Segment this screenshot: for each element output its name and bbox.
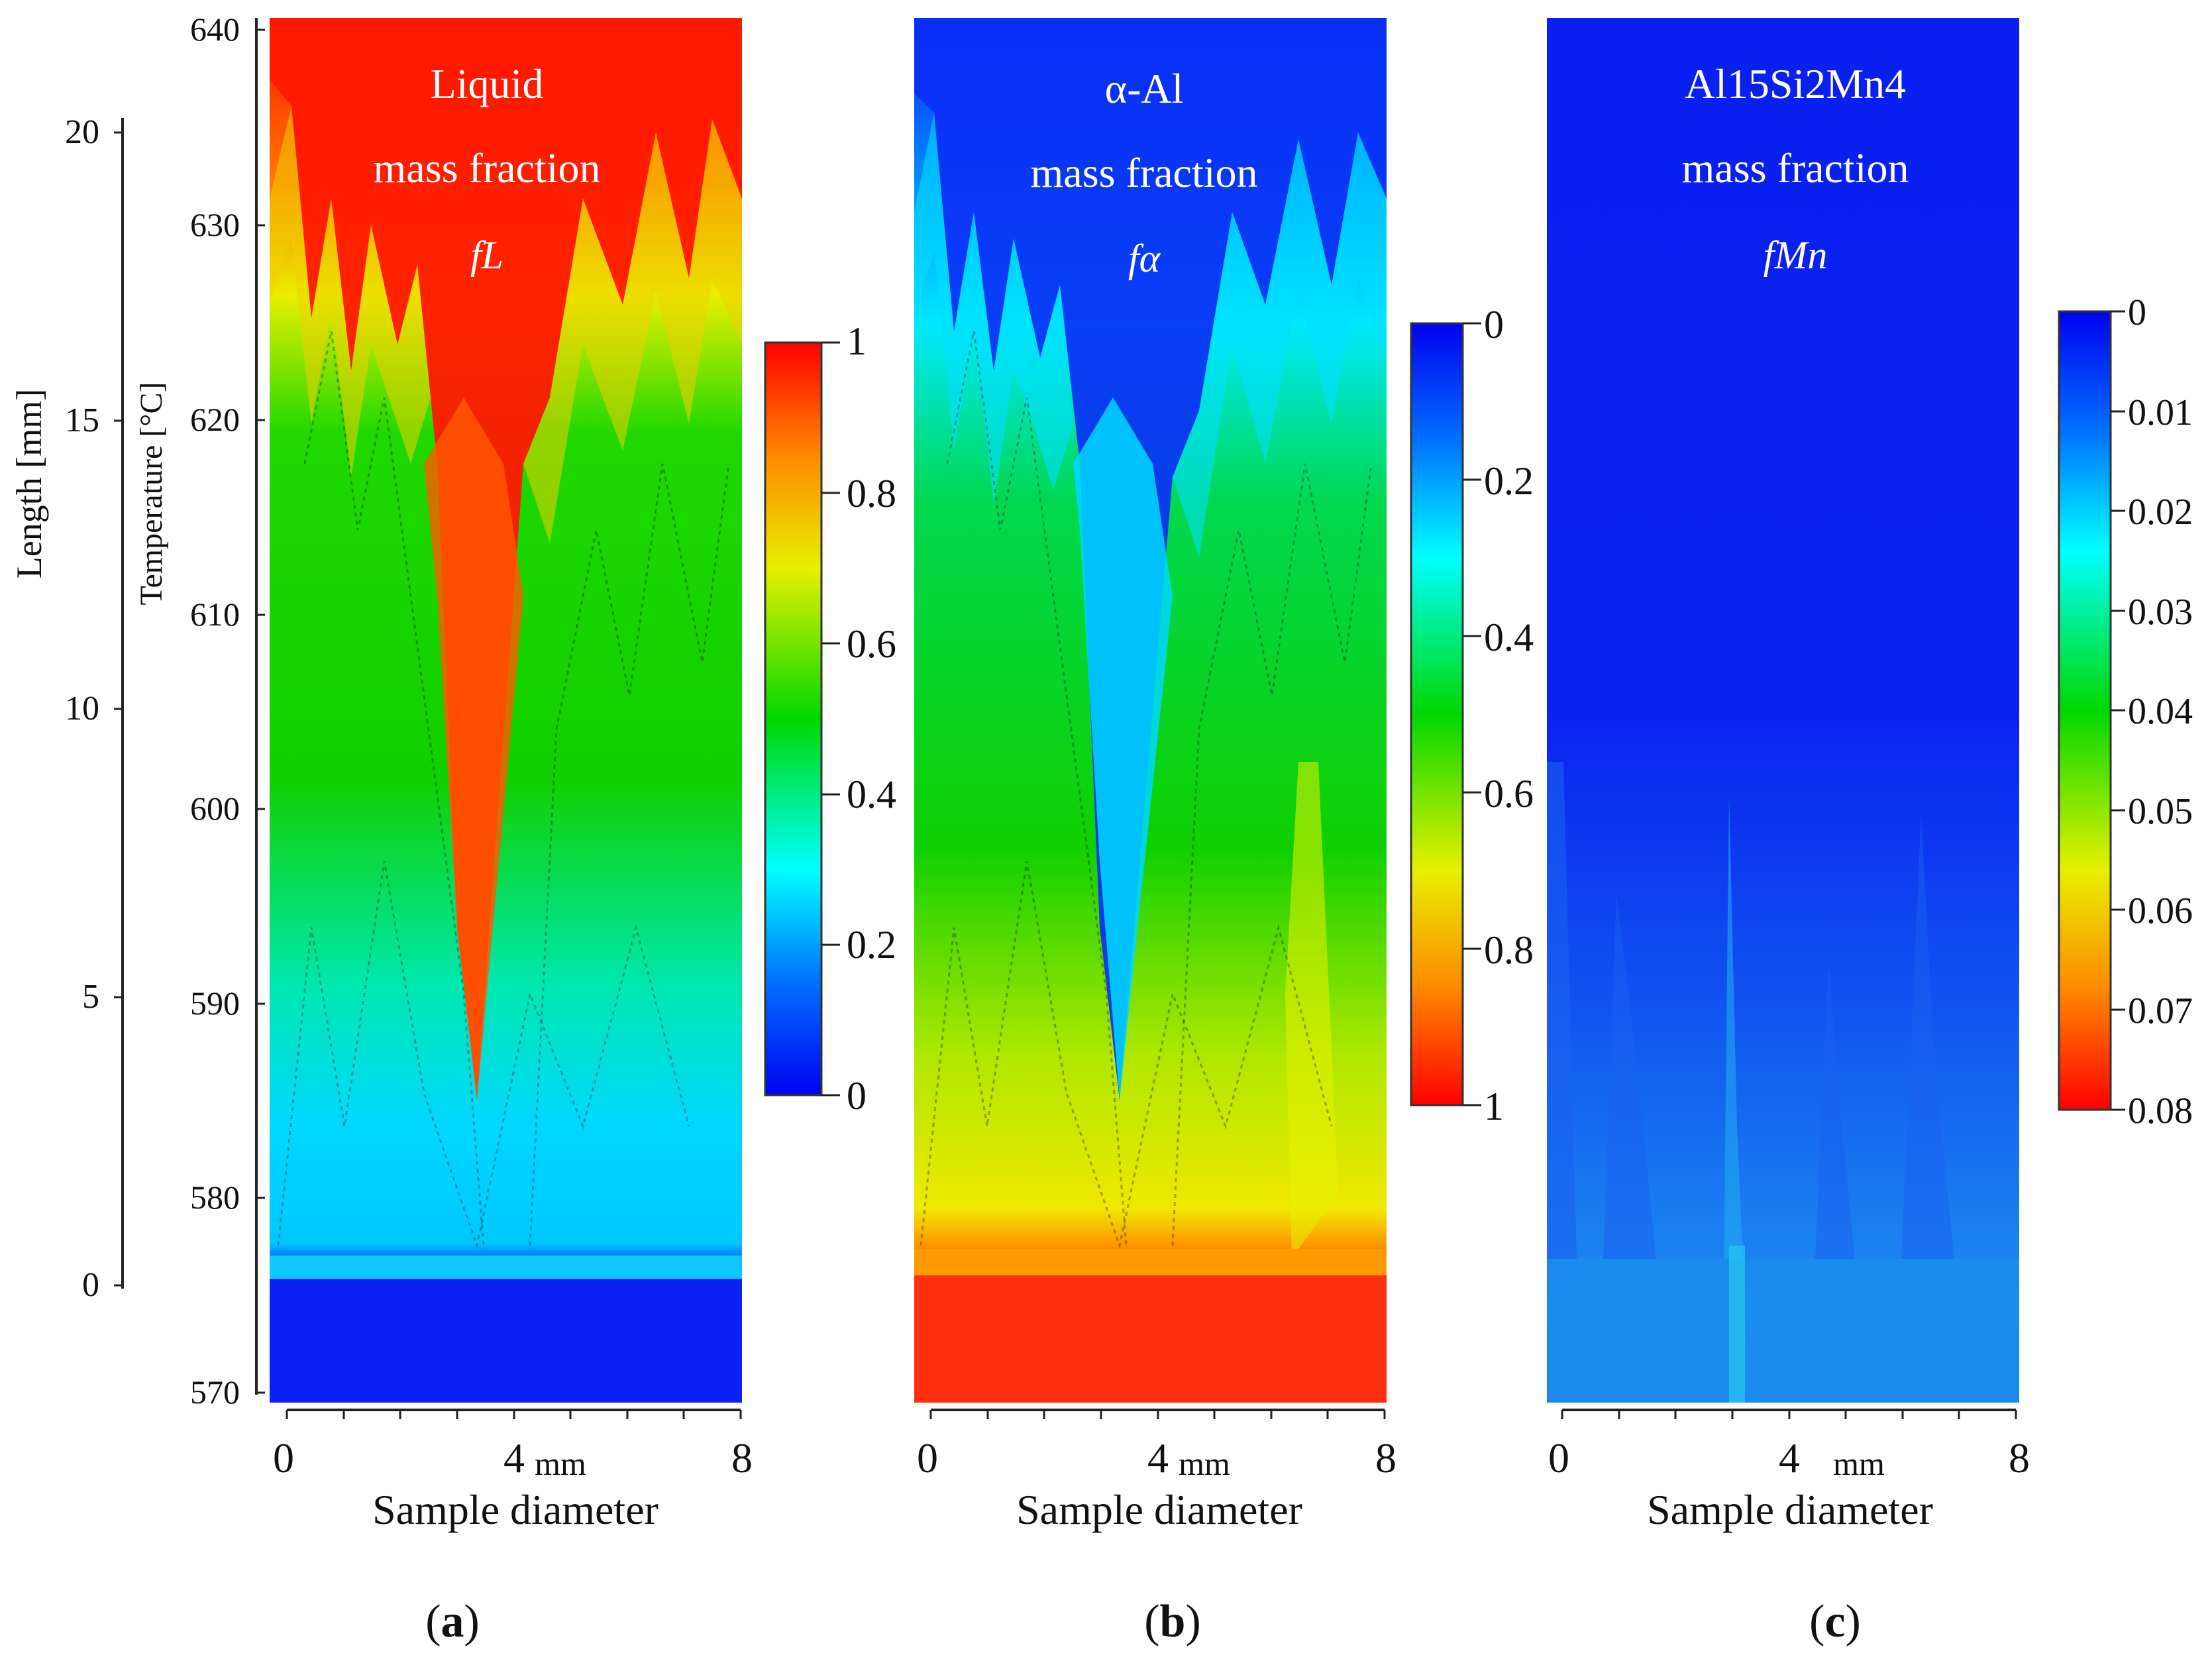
colorbar-tick-label: 0.2 <box>847 923 896 967</box>
colorbar-tick-label: 0.8 <box>1484 928 1534 972</box>
colorbar-tick-label: 0.6 <box>1484 772 1534 816</box>
colorbar-tick-label: 0.05 <box>2128 791 2193 832</box>
colorbar-tick-label: 0.06 <box>2128 890 2193 932</box>
panel-b-title-line1: α-Al <box>1105 65 1184 112</box>
panel-a-title-line2: mass fraction <box>374 144 601 191</box>
heatmap-a <box>270 18 742 1403</box>
panel-a: 20 15 10 5 0 Length [mm] 640 630 620 610… <box>9 11 896 1647</box>
x-axis-label: Sample diameter <box>1016 1486 1302 1533</box>
panel-label-a-letter: a <box>441 1596 464 1647</box>
length-tick-label: 0 <box>82 1266 99 1304</box>
panel-a-title-line1: Liquid <box>431 60 544 107</box>
panel-c-title-line2: mass fraction <box>1682 144 1909 191</box>
colorbar-c: 0 0.01 0.02 0.03 0.04 0.05 0.06 0.07 0.0… <box>2058 292 2193 1132</box>
panel-b: α-Al mass fraction fα 0 4 mm 8 Sample di… <box>914 18 1534 1647</box>
length-tick-label: 10 <box>65 690 99 727</box>
colorbar-tick-label: 1 <box>1484 1085 1504 1128</box>
panel-label-c-letter: c <box>1824 1596 1845 1647</box>
x-unit-label: mm <box>1833 1445 1885 1482</box>
temperature-tick-label: 620 <box>190 401 240 438</box>
x-axis-a: 0 4 mm 8 Sample diameter <box>273 1409 753 1533</box>
colorbar-tick-label: 0 <box>847 1074 867 1118</box>
colorbar-tick-label: 1 <box>847 319 867 363</box>
colorbar-tick-label: 0.04 <box>2128 691 2193 732</box>
colorbar-tick-label: 0 <box>1484 303 1504 347</box>
temperature-tick-label: 610 <box>190 596 240 633</box>
colorbar-tick-label: 0.02 <box>2128 492 2193 533</box>
x-unit-label: mm <box>535 1445 586 1482</box>
panel-b-title-line2: mass fraction <box>1031 149 1258 196</box>
heatmap-b <box>914 18 1387 1403</box>
x-tick-label: 4 <box>1147 1434 1169 1481</box>
length-axis-label: Length [mm] <box>9 389 49 578</box>
colorbar-tick-label: 0.4 <box>847 773 896 816</box>
panel-label-c: (c) <box>1809 1596 1861 1647</box>
colorbar-tick-label: 0.2 <box>1484 459 1534 503</box>
x-unit-label: mm <box>1179 1445 1230 1482</box>
temperature-axis-label: Temperature [°C] <box>134 382 169 605</box>
heatmap-c <box>1547 18 2019 1403</box>
panel-c-title-line1: Al15Si2Mn4 <box>1685 60 1906 107</box>
x-tick-label: 4 <box>503 1434 525 1481</box>
panel-label-b: (b) <box>1144 1596 1201 1647</box>
colorbar-tick-label: 0 <box>2128 292 2146 333</box>
colorbar-tick-label: 0.6 <box>847 622 896 666</box>
temperature-tick-label: 590 <box>190 985 240 1022</box>
colorbar-tick-label: 0.01 <box>2128 392 2193 433</box>
colorbar-b: 0 0.2 0.4 0.6 0.8 1 <box>1410 303 1534 1128</box>
temperature-tick-label: 640 <box>190 11 240 48</box>
colorbar-tick-label: 0.4 <box>1484 616 1534 659</box>
colorbar-tick-label: 0.03 <box>2128 592 2193 633</box>
x-tick-label: 8 <box>1375 1434 1396 1481</box>
x-axis-b: 0 4 mm 8 Sample diameter <box>917 1409 1396 1533</box>
colorbar-tick-label: 0.8 <box>847 472 896 515</box>
temperature-tick-label: 570 <box>190 1373 240 1411</box>
temperature-axis: 640 630 620 610 600 590 580 570 Temperat… <box>134 11 265 1411</box>
panel-c-title-line3: fMn <box>1764 233 1828 277</box>
length-tick-label: 20 <box>65 113 99 151</box>
colorbar-a: 1 0.8 0.6 0.4 0.2 0 <box>764 319 896 1118</box>
temperature-tick-label: 600 <box>190 790 240 827</box>
panel-c: Al15Si2Mn4 mass fraction fMn 0 4 mm 8 Sa… <box>1547 18 2193 1647</box>
x-axis-label: Sample diameter <box>1647 1486 1933 1533</box>
x-tick-label: 4 <box>1779 1434 1800 1481</box>
colorbar-tick-label: 0.08 <box>2128 1091 2193 1132</box>
length-tick-label: 5 <box>82 978 99 1016</box>
x-tick-label: 0 <box>1548 1434 1569 1481</box>
panel-label-a: (a) <box>425 1596 480 1647</box>
colorbar-tick-label: 0.07 <box>2128 991 2193 1032</box>
panel-label-b-letter: b <box>1160 1596 1186 1647</box>
panel-b-title-line3: fα <box>1128 237 1161 280</box>
x-axis-label: Sample diameter <box>372 1486 658 1533</box>
panel-a-title-line3: fL <box>470 233 503 277</box>
x-tick-label: 0 <box>273 1434 294 1481</box>
x-tick-label: 8 <box>2009 1434 2030 1481</box>
temperature-tick-label: 630 <box>190 206 240 243</box>
length-axis: 20 15 10 5 0 Length [mm] <box>9 113 123 1304</box>
length-tick-label: 15 <box>65 402 99 439</box>
x-tick-label: 0 <box>917 1434 938 1481</box>
temperature-tick-label: 580 <box>190 1179 240 1216</box>
x-axis-c: 0 4 mm 8 Sample diameter <box>1548 1409 2030 1533</box>
x-tick-label: 8 <box>731 1434 753 1481</box>
